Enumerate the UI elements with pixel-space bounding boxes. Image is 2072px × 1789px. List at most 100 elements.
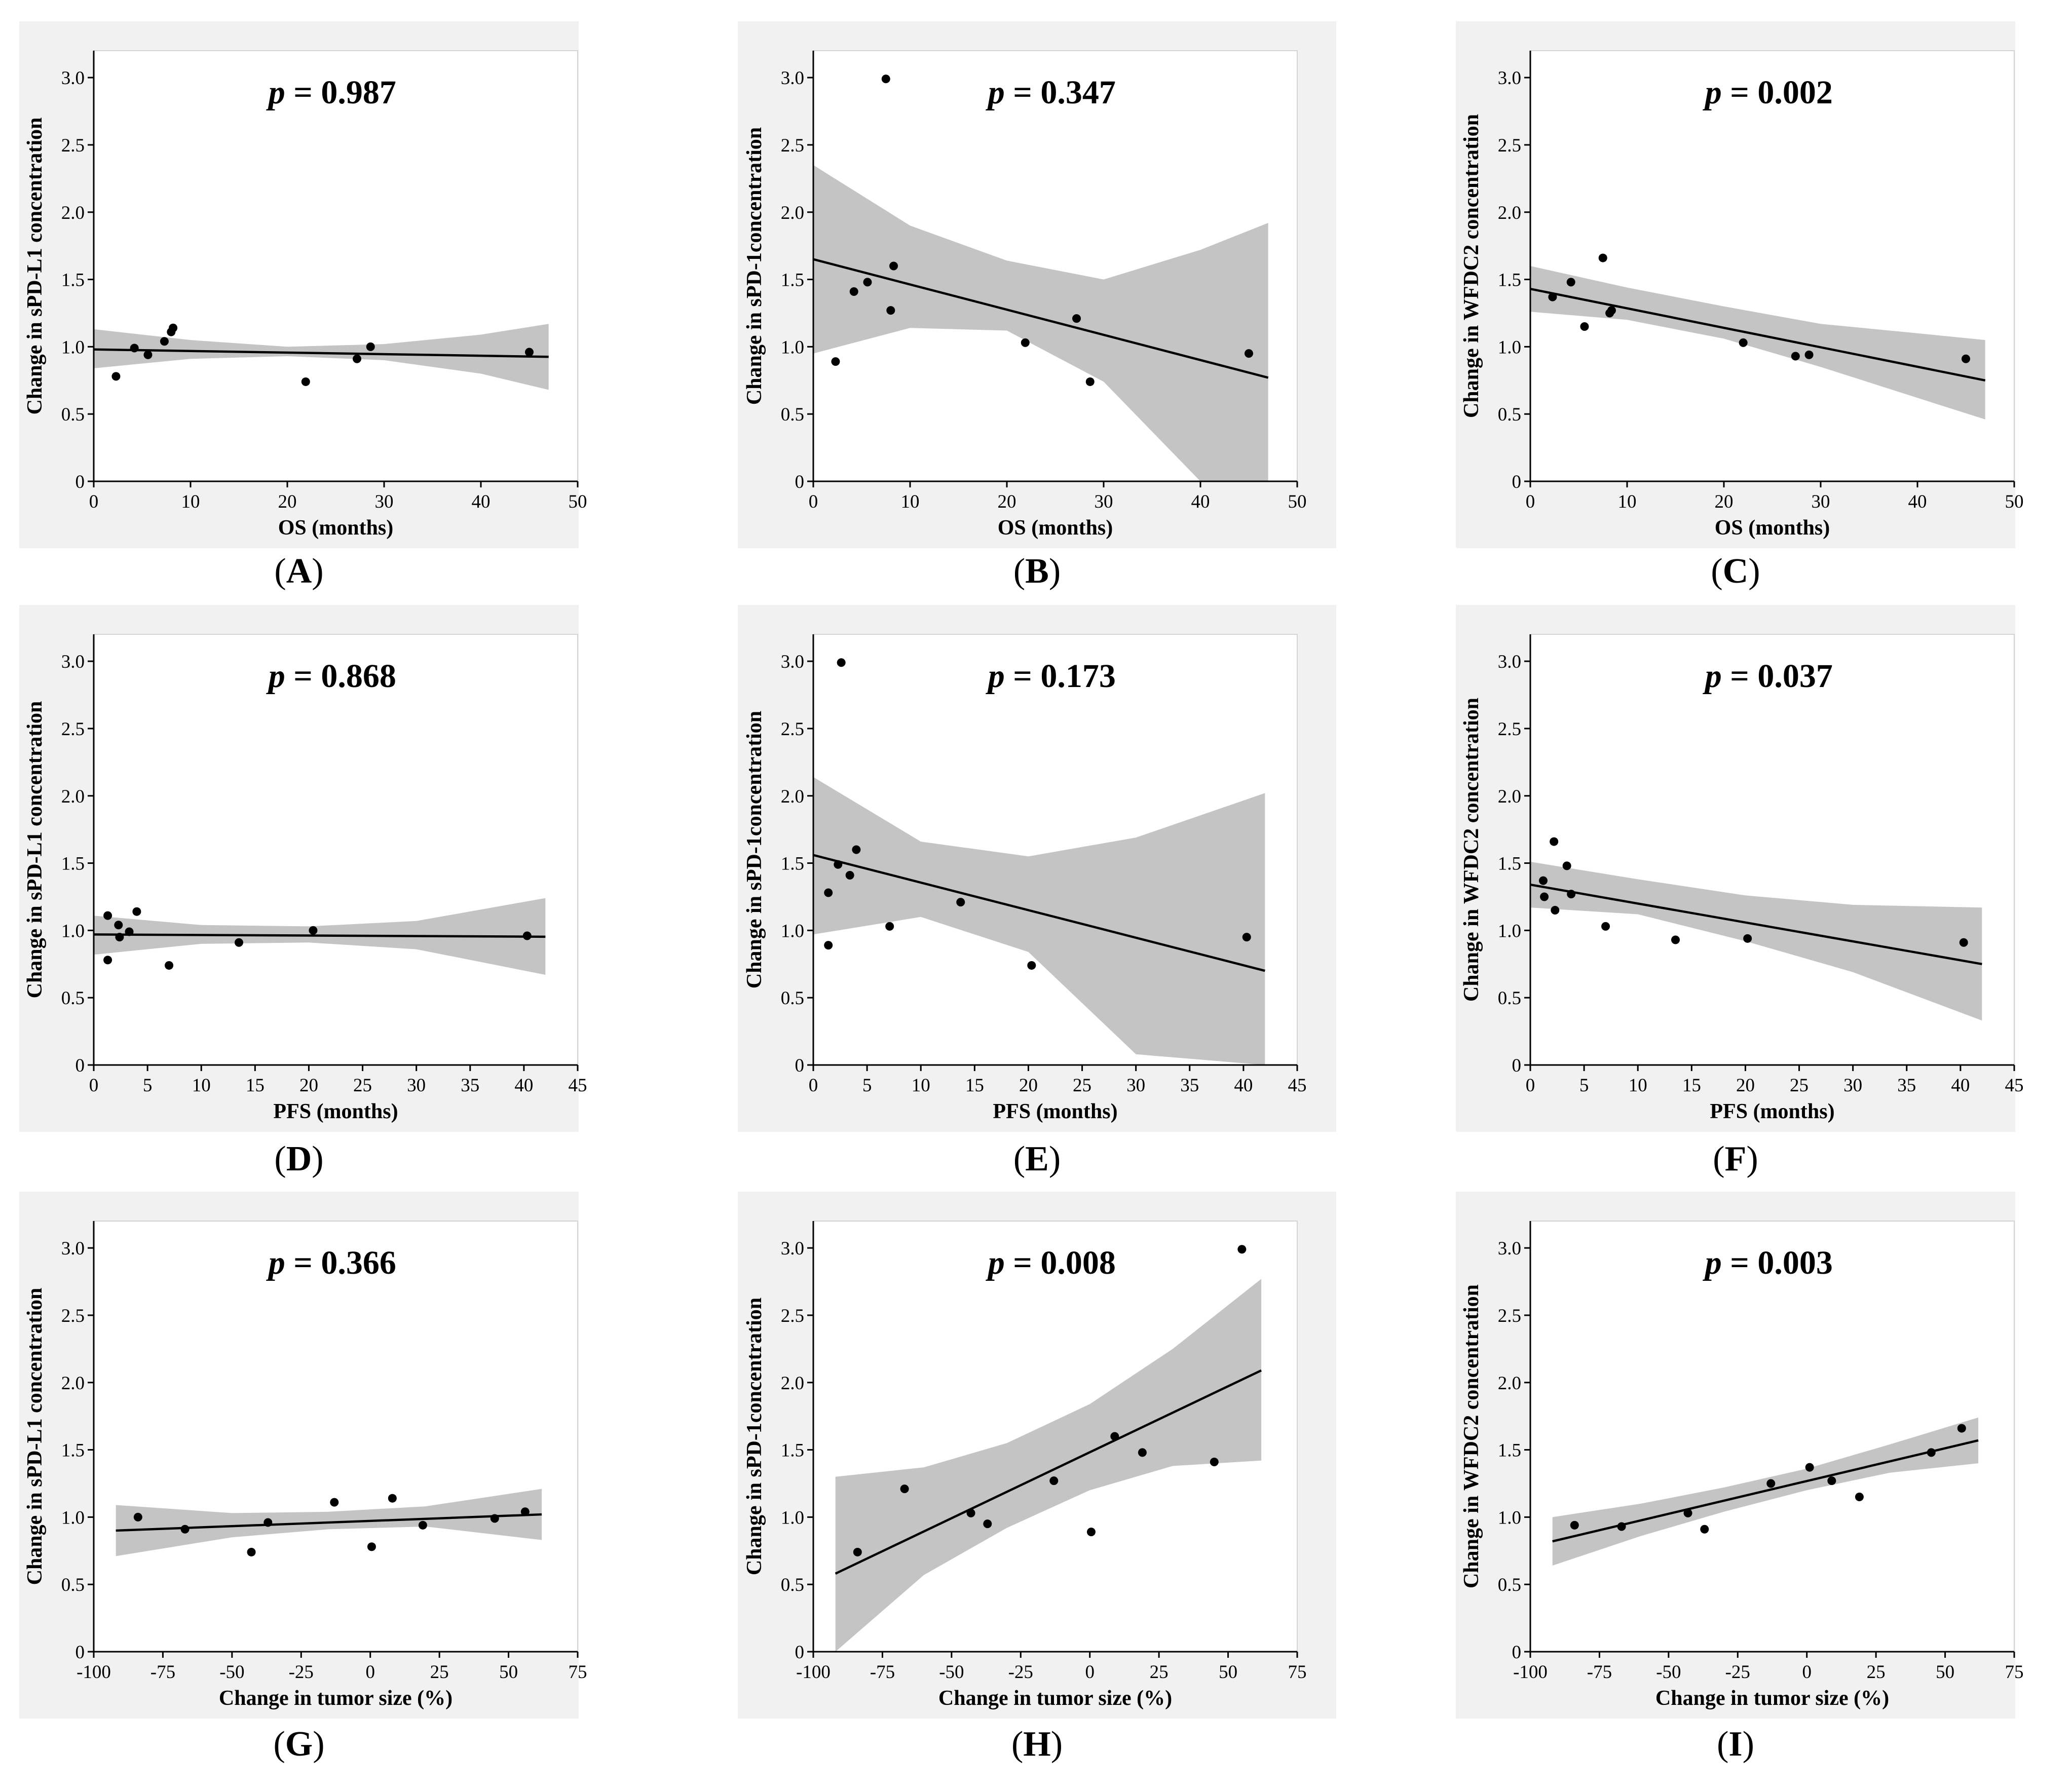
data-point [1804,350,1814,359]
data-point [132,907,141,916]
p-value-annotation: p = 0.868 [266,658,396,695]
data-point [1210,1457,1219,1466]
x-axis-label: OS (months) [1715,516,1830,540]
y-tick-label: 0 [76,1642,85,1663]
x-tick-label: -100 [77,1662,111,1683]
y-tick-label: 1.5 [781,270,804,291]
panel-a: 0 0.5 1.0 1.5 2.0 2.5 3.0 0 10 20 30 40 50 OS (months… [19,21,587,548]
data-point [247,1547,256,1556]
x-tick-label: 45 [1288,1075,1307,1096]
x-tick-label: 10 [901,491,920,512]
x-tick-label: -50 [1656,1662,1681,1683]
data-point [367,1542,376,1551]
panel-label: (B) [1013,552,1061,591]
y-tick-label: 1.5 [1498,270,1521,291]
regression-line [1530,287,1986,382]
data-point [863,278,872,287]
x-tick-label: 30 [1812,491,1830,512]
x-tick-label: 75 [569,1662,587,1683]
x-tick-label: 20 [1736,1075,1755,1096]
data-point [525,348,534,357]
x-tick-label: 30 [1126,1075,1145,1096]
data-point [1959,938,1968,947]
data-point [1027,961,1036,970]
p-symbol: p [986,74,1005,111]
data-point [1962,354,1970,363]
x-tick-label: 0 [1526,1075,1535,1096]
data-point [831,357,840,366]
data-point [165,961,174,970]
panel-label: (F) [1713,1139,1758,1178]
x-axis-label: OS (months) [998,516,1113,540]
panel-letter: G [285,1725,313,1764]
x-tick-label: -50 [939,1662,964,1683]
x-tick-label: -100 [1513,1662,1548,1683]
data-point [366,342,375,351]
y-tick-label: 1.5 [61,1440,85,1461]
x-tick-label: 75 [1288,1662,1307,1683]
data-point [1551,906,1560,915]
x-tick-label: 10 [1629,1075,1647,1096]
confidence-band [813,165,1268,481]
data-point [169,323,178,332]
data-point [885,922,894,931]
x-tick-label: -75 [150,1662,175,1683]
data-point [956,898,965,907]
y-axis-label: Change in sPD-1concentration [743,1298,766,1575]
data-point [1598,253,1607,262]
y-tick-label: 3.0 [1498,1238,1521,1259]
x-tick-label: 0 [809,1075,818,1096]
data-point [1805,1463,1814,1472]
panel-i: 0 0.5 1.0 1.5 2.0 2.5 3.0 -100 -75 -50 -25 0 25 50 75 C… [1456,1192,2024,1719]
x-tick-label: -50 [219,1662,244,1683]
data-point [388,1494,397,1503]
p-value-annotation: p = 0.347 [986,74,1116,111]
y-tick-label: 2.0 [61,786,85,807]
data-point [353,354,362,363]
x-axis-label: Change in tumor size (%) [1655,1687,1889,1710]
data-point [881,74,890,84]
y-tick-label: 1.0 [781,921,804,941]
data-point [1607,306,1616,315]
y-tick-label: 3.0 [61,68,85,89]
x-tick-label: 30 [1843,1075,1862,1096]
panel-e: 0 0.5 1.0 1.5 2.0 2.5 3.0 0 5 10 15 20 25 30 35 40 45 PFS… [738,605,1336,1132]
x-tick-label: 50 [2005,491,2024,512]
y-tick-label: 2.0 [781,786,804,807]
y-tick-label: 0.5 [781,404,804,425]
y-tick-label: 2.0 [781,1373,804,1394]
x-tick-label: 50 [1936,1662,1954,1683]
y-axis-label: Change in sPD-L1 concentration [23,118,47,415]
x-tick-label: 35 [461,1075,479,1096]
x-tick-label: 0 [365,1662,375,1683]
y-axis-label: Change in WFDC2 concentration [1460,1284,1483,1588]
p-symbol: p [266,658,285,695]
x-tick-label: 35 [1897,1075,1916,1096]
p-value: = 0.008 [1005,1244,1116,1281]
x-tick-label: 0 [809,491,818,512]
data-point [849,287,858,296]
x-tick-label: 40 [1908,491,1927,512]
x-tick-label: 20 [299,1075,318,1096]
y-tick-label: 3.0 [781,652,804,672]
x-tick-label: -75 [870,1662,895,1683]
data-point [1085,377,1095,386]
x-tick-label: 15 [246,1075,265,1096]
data-point [1671,935,1680,944]
data-point [1827,1476,1836,1486]
y-axis-label: Change in sPD-1concentration [743,711,766,988]
data-point [900,1485,909,1494]
data-point [130,344,139,353]
panel-letter: E [1025,1139,1049,1178]
data-point [1683,1508,1692,1517]
y-tick-label: 2.5 [61,135,85,156]
y-tick-label: 2.5 [781,1306,804,1326]
x-tick-label: 20 [278,491,297,512]
x-axis-label: OS (months) [278,516,394,540]
x-tick-label: 30 [375,491,394,512]
data-point [1086,1528,1096,1537]
y-tick-label: 0 [1512,1055,1522,1076]
x-tick-label: 40 [1191,491,1210,512]
panel-letter: C [1723,552,1749,591]
confidence-band [813,777,1265,1065]
